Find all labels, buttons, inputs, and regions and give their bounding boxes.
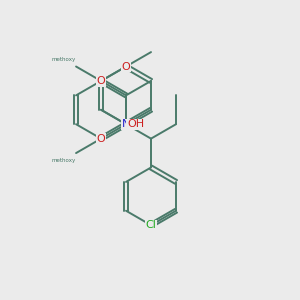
Text: OH: OH	[127, 119, 144, 129]
Text: O: O	[97, 76, 105, 86]
Text: N: N	[122, 119, 130, 129]
Text: methoxy: methoxy	[51, 158, 76, 163]
Text: O: O	[97, 134, 105, 144]
Text: methoxy: methoxy	[51, 57, 76, 62]
Text: Cl: Cl	[146, 220, 156, 230]
Text: O: O	[122, 61, 130, 71]
